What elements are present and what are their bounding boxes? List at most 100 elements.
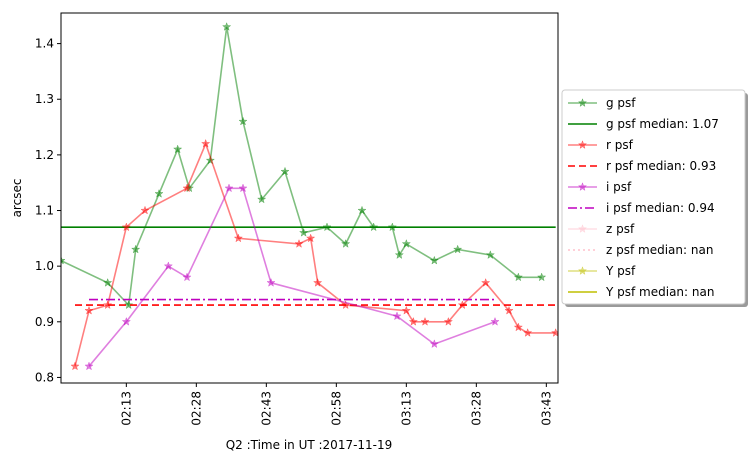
data-point	[394, 250, 405, 260]
data-point	[238, 116, 248, 126]
x-axis: 02:13 02:28 02:43 02:58 03:13 03:28 03:43	[119, 383, 553, 426]
data-point	[121, 222, 132, 232]
legend-box	[561, 89, 746, 305]
data-point	[392, 311, 402, 321]
legend-label: i psf median: 0.94	[606, 201, 715, 215]
data-point	[154, 188, 164, 198]
plot-frame	[60, 12, 559, 384]
data-point	[84, 305, 94, 315]
x-tick-label: 03:13	[399, 391, 413, 426]
legend-entry: z psf median: nan	[568, 243, 713, 257]
data-point	[182, 272, 192, 282]
y-axis: 0.8 0.9 1.0 1.1 1.2 1.3 1.4	[35, 37, 61, 384]
x-tick-label: 02:28	[189, 391, 203, 426]
legend-entry: i psf	[568, 180, 632, 194]
legend-entry: r psf median: 0.93	[568, 159, 716, 173]
data-point	[408, 316, 419, 326]
data-point	[550, 328, 558, 337]
data-point	[102, 300, 113, 310]
data-point	[102, 277, 113, 287]
y-tick-label: 0.8	[35, 370, 54, 384]
series-layer	[61, 21, 558, 371]
data-point	[401, 238, 412, 248]
data-point	[123, 300, 134, 310]
legend-marker	[577, 224, 588, 233]
y-tick-label: 0.9	[35, 315, 54, 329]
data-point	[480, 277, 491, 287]
data-point	[536, 272, 547, 282]
legend-entry: g psf median: 1.07	[568, 117, 719, 131]
x-tick-label: 02:58	[329, 391, 343, 426]
data-point	[513, 322, 524, 332]
data-point	[485, 250, 496, 260]
y-tick-label: 1.1	[35, 204, 54, 218]
data-point	[513, 272, 524, 282]
legend-marker	[577, 98, 588, 107]
series-line-4	[88, 187, 496, 367]
legend-label: r psf median: 0.93	[606, 159, 716, 173]
data-point	[452, 244, 463, 254]
data-point	[70, 361, 80, 371]
legend-marker	[577, 182, 588, 191]
data-point	[340, 238, 351, 248]
data-point	[305, 233, 316, 243]
data-point	[163, 261, 174, 271]
data-point	[224, 183, 234, 193]
legend-label: r psf	[606, 138, 634, 152]
data-point	[401, 305, 412, 315]
data-point	[256, 194, 267, 204]
legend-label: Y psf	[605, 264, 636, 278]
data-point	[429, 339, 440, 349]
data-point	[233, 233, 244, 243]
legend-label: g psf	[606, 96, 636, 110]
data-point	[294, 238, 304, 248]
legend-marker	[577, 266, 588, 275]
data-point	[429, 255, 440, 265]
y-tick-label: 1.4	[35, 37, 54, 51]
legend-marker	[577, 140, 588, 149]
data-point	[221, 21, 232, 31]
data-point	[504, 305, 514, 315]
x-tick-label: 02:13	[119, 391, 133, 426]
legend-label: z psf median: nan	[606, 243, 713, 257]
data-point	[443, 316, 454, 326]
legend-entry: Y psf median: nan	[568, 285, 714, 299]
data-point	[238, 183, 248, 193]
x-tick-label: 03:43	[539, 391, 553, 426]
data-point	[200, 138, 211, 148]
series-line-2	[74, 141, 556, 367]
legend-entry: z psf	[568, 222, 635, 236]
data-point	[182, 183, 192, 193]
y-tick-label: 1.2	[35, 148, 54, 162]
data-point	[172, 144, 183, 154]
x-tick-label: 02:43	[259, 391, 273, 426]
legend-entry: i psf median: 0.94	[568, 201, 715, 215]
data-point	[312, 277, 323, 287]
data-point	[130, 244, 141, 254]
data-point	[266, 277, 276, 287]
data-point	[140, 205, 150, 215]
legend-entry: g psf	[568, 96, 636, 110]
data-point	[61, 255, 66, 265]
data-point	[357, 205, 367, 215]
legend-entry: r psf	[568, 138, 634, 152]
data-point	[280, 166, 290, 176]
legend-label: g psf median: 1.07	[606, 117, 719, 131]
plot-background	[61, 13, 558, 383]
legend-label: z psf	[606, 222, 635, 236]
legend: g psf g psf median: 1.07 r psf r psf median…	[561, 89, 748, 307]
data-point	[522, 328, 533, 337]
x-tick-label: 03:28	[469, 391, 483, 426]
y-tick-label: 1.0	[35, 259, 54, 273]
legend-label: i psf	[606, 180, 632, 194]
x-axis-label: Q2 :Time in UT :2017-11-19	[226, 438, 393, 452]
data-point	[121, 316, 132, 326]
data-point	[420, 316, 430, 326]
data-point	[298, 227, 309, 237]
legend-entry: Y psf	[568, 264, 636, 278]
y-tick-label: 1.3	[35, 92, 54, 106]
data-point	[205, 155, 216, 165]
y-axis-label: arcsec	[10, 179, 24, 218]
data-point	[490, 316, 500, 326]
